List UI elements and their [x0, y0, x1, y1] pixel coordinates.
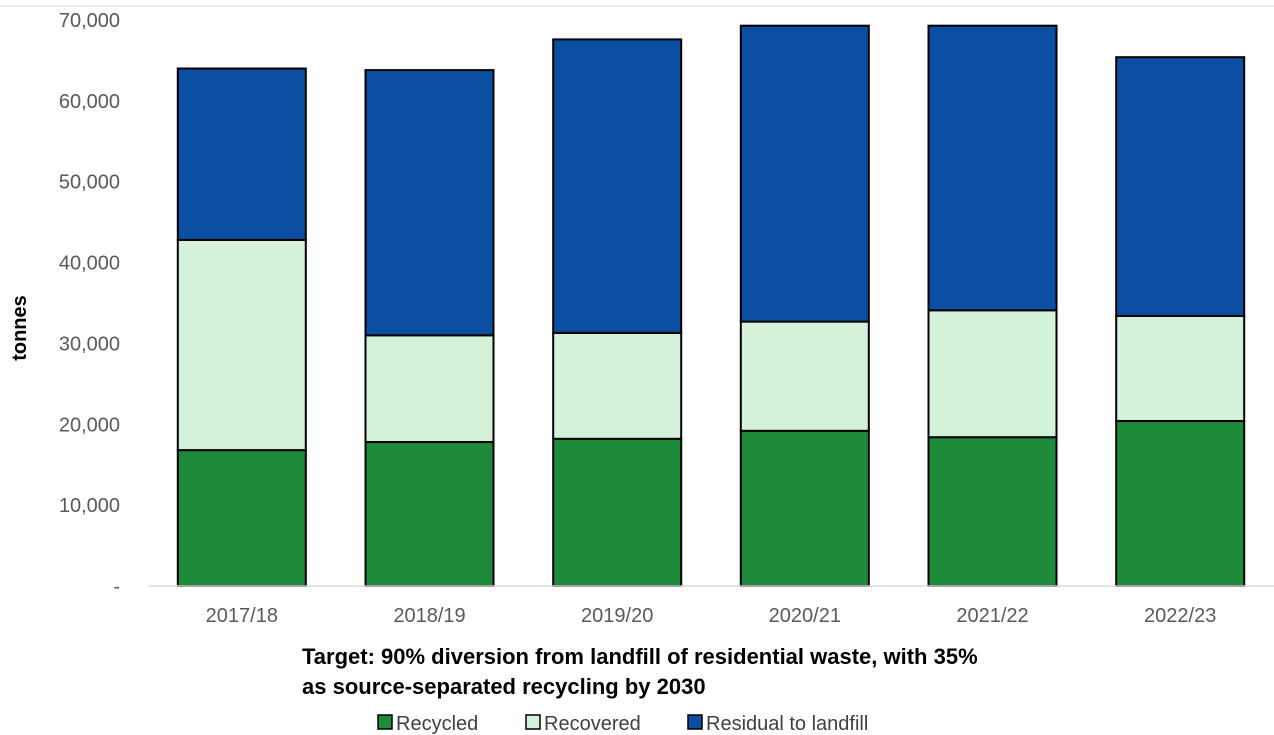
x-axis-title-line-1: Target: 90% diversion from landfill of r…: [302, 644, 978, 669]
y-tick-label: 60,000: [59, 91, 120, 113]
y-tick-label: 30,000: [59, 333, 120, 355]
bar-segment-recovered-2022-23: [1115, 314, 1246, 422]
y-tick-label: 10,000: [59, 495, 120, 517]
bar-segment-recycled-2017-18: [176, 449, 307, 588]
bar-segment-residual-to-landfill-2018-19: [364, 69, 495, 337]
x-axis-title-line-2: as source-separated recycling by 2030: [302, 674, 706, 699]
bar-segment-residual-to-landfill-2019-20: [552, 38, 683, 334]
bar-segment-residual-to-landfill-2022-23: [1115, 56, 1246, 317]
x-tick-label: 2018/19: [393, 605, 465, 627]
bar-segment-recovered-2017-18: [176, 238, 307, 452]
bar-segment-recycled-2022-23: [1115, 420, 1246, 587]
x-axis-ticks: 2017/18 2018/19 2019/20 2020/21 2021/22 2022/…: [206, 605, 1217, 627]
x-tick-label: 2021/22: [956, 605, 1028, 627]
bar-segment-residual-to-landfill-2017-18: [176, 67, 307, 241]
legend: Recycled Recovered Residual to landfill: [377, 713, 868, 735]
bar-segment-recovered-2020-21: [739, 320, 870, 432]
bar-segment-residual-to-landfill-2020-21: [739, 24, 870, 323]
x-tick-label: 2022/23: [1144, 605, 1216, 627]
y-tick-label: -: [113, 576, 120, 598]
legend-label: Recovered: [544, 713, 641, 735]
x-tick-label: 2020/21: [769, 605, 841, 627]
legend-swatch-recycled: [377, 714, 393, 730]
legend-label: Recycled: [396, 713, 478, 735]
x-tick-label: 2019/20: [581, 605, 653, 627]
y-axis-label: tonnes: [9, 295, 31, 361]
bar-segment-recovered-2018-19: [364, 334, 495, 443]
legend-label: Residual to landfill: [706, 713, 868, 735]
legend-swatch-recovered: [525, 714, 541, 730]
bar-segment-recycled-2019-20: [552, 437, 683, 587]
y-tick-label: 50,000: [59, 172, 120, 194]
bar-segment-recovered-2019-20: [552, 331, 683, 440]
y-tick-label: 70,000: [59, 10, 120, 32]
bar-segment-recycled-2018-19: [364, 441, 495, 587]
y-tick-label: 40,000: [59, 253, 120, 275]
legend-swatch-residual-to-landfill: [687, 714, 703, 730]
bar-segment-recycled-2020-21: [739, 429, 870, 587]
bar-segment-recovered-2021-22: [927, 309, 1058, 439]
bars-group: [176, 24, 1246, 588]
y-axis-ticks: - 10,000 20,000 30,000 40,000 50,000 60,000 70,…: [59, 10, 120, 598]
bar-segment-recycled-2021-22: [927, 436, 1058, 588]
bar-segment-residual-to-landfill-2021-22: [927, 24, 1058, 312]
x-tick-label: 2017/18: [206, 605, 278, 627]
y-tick-label: 20,000: [59, 414, 120, 436]
